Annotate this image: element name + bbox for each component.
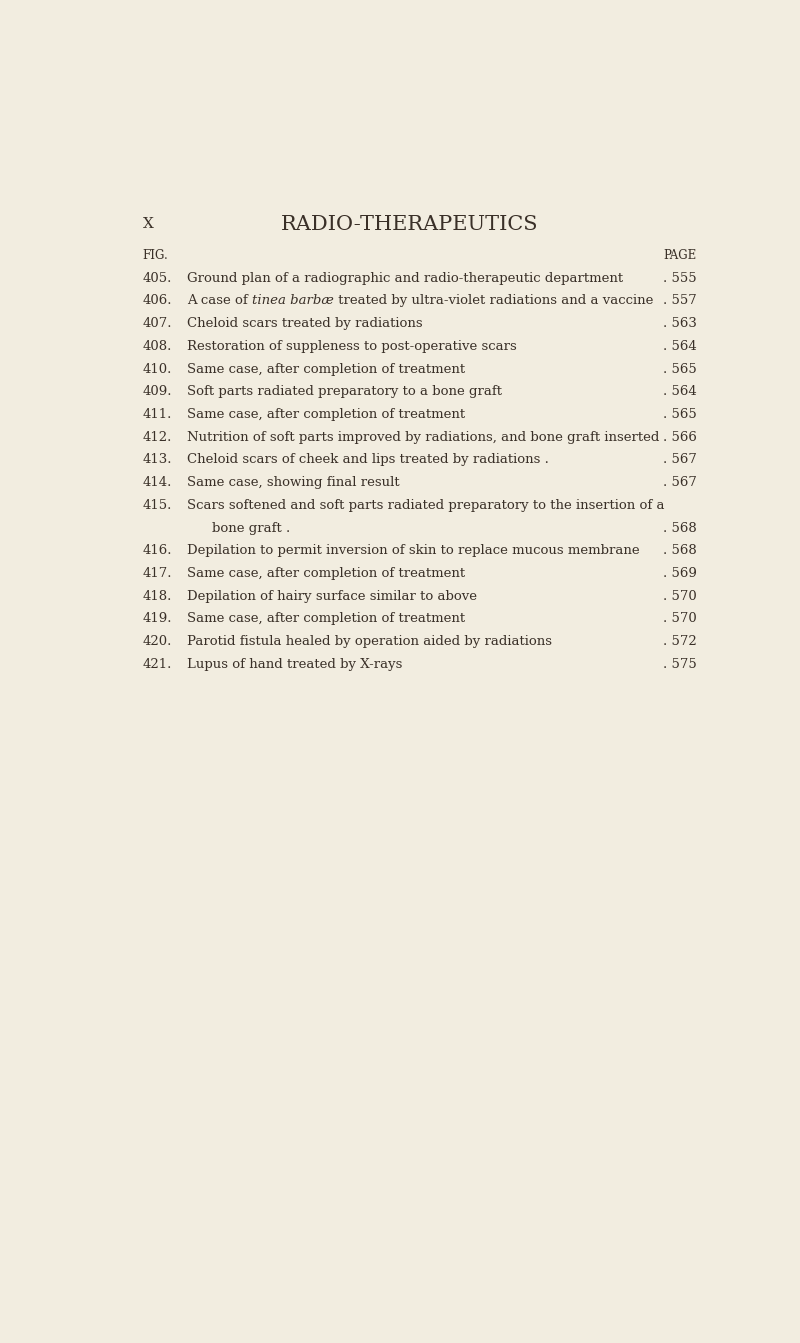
Text: 407.: 407. — [142, 317, 172, 330]
Text: RADIO-THERAPEUTICS: RADIO-THERAPEUTICS — [282, 215, 538, 234]
Text: . 567: . 567 — [663, 477, 697, 489]
Text: . 566: . 566 — [663, 431, 697, 443]
Text: Depilation of hairy surface similar to above: Depilation of hairy surface similar to a… — [187, 590, 477, 603]
Text: 413.: 413. — [142, 454, 172, 466]
Text: . 570: . 570 — [663, 590, 697, 603]
Text: A case of: A case of — [187, 294, 252, 308]
Text: 405.: 405. — [142, 271, 172, 285]
Text: 418.: 418. — [142, 590, 172, 603]
Text: . 570: . 570 — [663, 612, 697, 626]
Text: Parotid fistula healed by operation aided by radiations: Parotid fistula healed by operation aide… — [187, 635, 552, 649]
Text: Ground plan of a radiographic and radio-therapeutic department: Ground plan of a radiographic and radio-… — [187, 271, 623, 285]
Text: 417.: 417. — [142, 567, 172, 580]
Text: Same case, after completion of treatment: Same case, after completion of treatment — [187, 567, 465, 580]
Text: . 563: . 563 — [663, 317, 697, 330]
Text: Soft parts radiated preparatory to a bone graft: Soft parts radiated preparatory to a bon… — [187, 385, 502, 399]
Text: 416.: 416. — [142, 544, 172, 557]
Text: FIG.: FIG. — [142, 248, 168, 262]
Text: . 564: . 564 — [663, 340, 697, 353]
Text: 419.: 419. — [142, 612, 172, 626]
Text: 409.: 409. — [142, 385, 172, 399]
Text: Scars softened and soft parts radiated preparatory to the insertion of a: Scars softened and soft parts radiated p… — [187, 498, 664, 512]
Text: . 575: . 575 — [663, 658, 697, 672]
Text: . 567: . 567 — [663, 454, 697, 466]
Text: 421.: 421. — [142, 658, 172, 672]
Text: . 564: . 564 — [663, 385, 697, 399]
Text: 411.: 411. — [142, 408, 172, 420]
Text: . 569: . 569 — [663, 567, 697, 580]
Text: Same case, after completion of treatment: Same case, after completion of treatment — [187, 612, 465, 626]
Text: . 572: . 572 — [663, 635, 697, 649]
Text: . 555: . 555 — [663, 271, 697, 285]
Text: 415.: 415. — [142, 498, 172, 512]
Text: 412.: 412. — [142, 431, 172, 443]
Text: 408.: 408. — [142, 340, 172, 353]
Text: 410.: 410. — [142, 363, 172, 376]
Text: . 565: . 565 — [663, 363, 697, 376]
Text: Restoration of suppleness to post-operative scars: Restoration of suppleness to post-operat… — [187, 340, 517, 353]
Text: tinea barbæ: tinea barbæ — [252, 294, 334, 308]
Text: Same case, showing final result: Same case, showing final result — [187, 477, 399, 489]
Text: Cheloid scars treated by radiations: Cheloid scars treated by radiations — [187, 317, 422, 330]
Text: . 557: . 557 — [663, 294, 697, 308]
Text: Depilation to permit inversion of skin to replace mucous membrane: Depilation to permit inversion of skin t… — [187, 544, 639, 557]
Text: treated by ultra-violet radiations and a vaccine: treated by ultra-violet radiations and a… — [334, 294, 653, 308]
Text: Same case, after completion of treatment: Same case, after completion of treatment — [187, 363, 465, 376]
Text: Nutrition of soft parts improved by radiations, and bone graft inserted: Nutrition of soft parts improved by radi… — [187, 431, 659, 443]
Text: X: X — [142, 218, 154, 231]
Text: . 568: . 568 — [663, 544, 697, 557]
Text: Cheloid scars of cheek and lips treated by radiations .: Cheloid scars of cheek and lips treated … — [187, 454, 549, 466]
Text: . 565: . 565 — [663, 408, 697, 420]
Text: bone graft .: bone graft . — [212, 521, 290, 535]
Text: 406.: 406. — [142, 294, 172, 308]
Text: 420.: 420. — [142, 635, 172, 649]
Text: . 568: . 568 — [663, 521, 697, 535]
Text: Same case, after completion of treatment: Same case, after completion of treatment — [187, 408, 465, 420]
Text: Lupus of hand treated by X-rays: Lupus of hand treated by X-rays — [187, 658, 402, 672]
Text: 414.: 414. — [142, 477, 172, 489]
Text: PAGE: PAGE — [663, 248, 697, 262]
